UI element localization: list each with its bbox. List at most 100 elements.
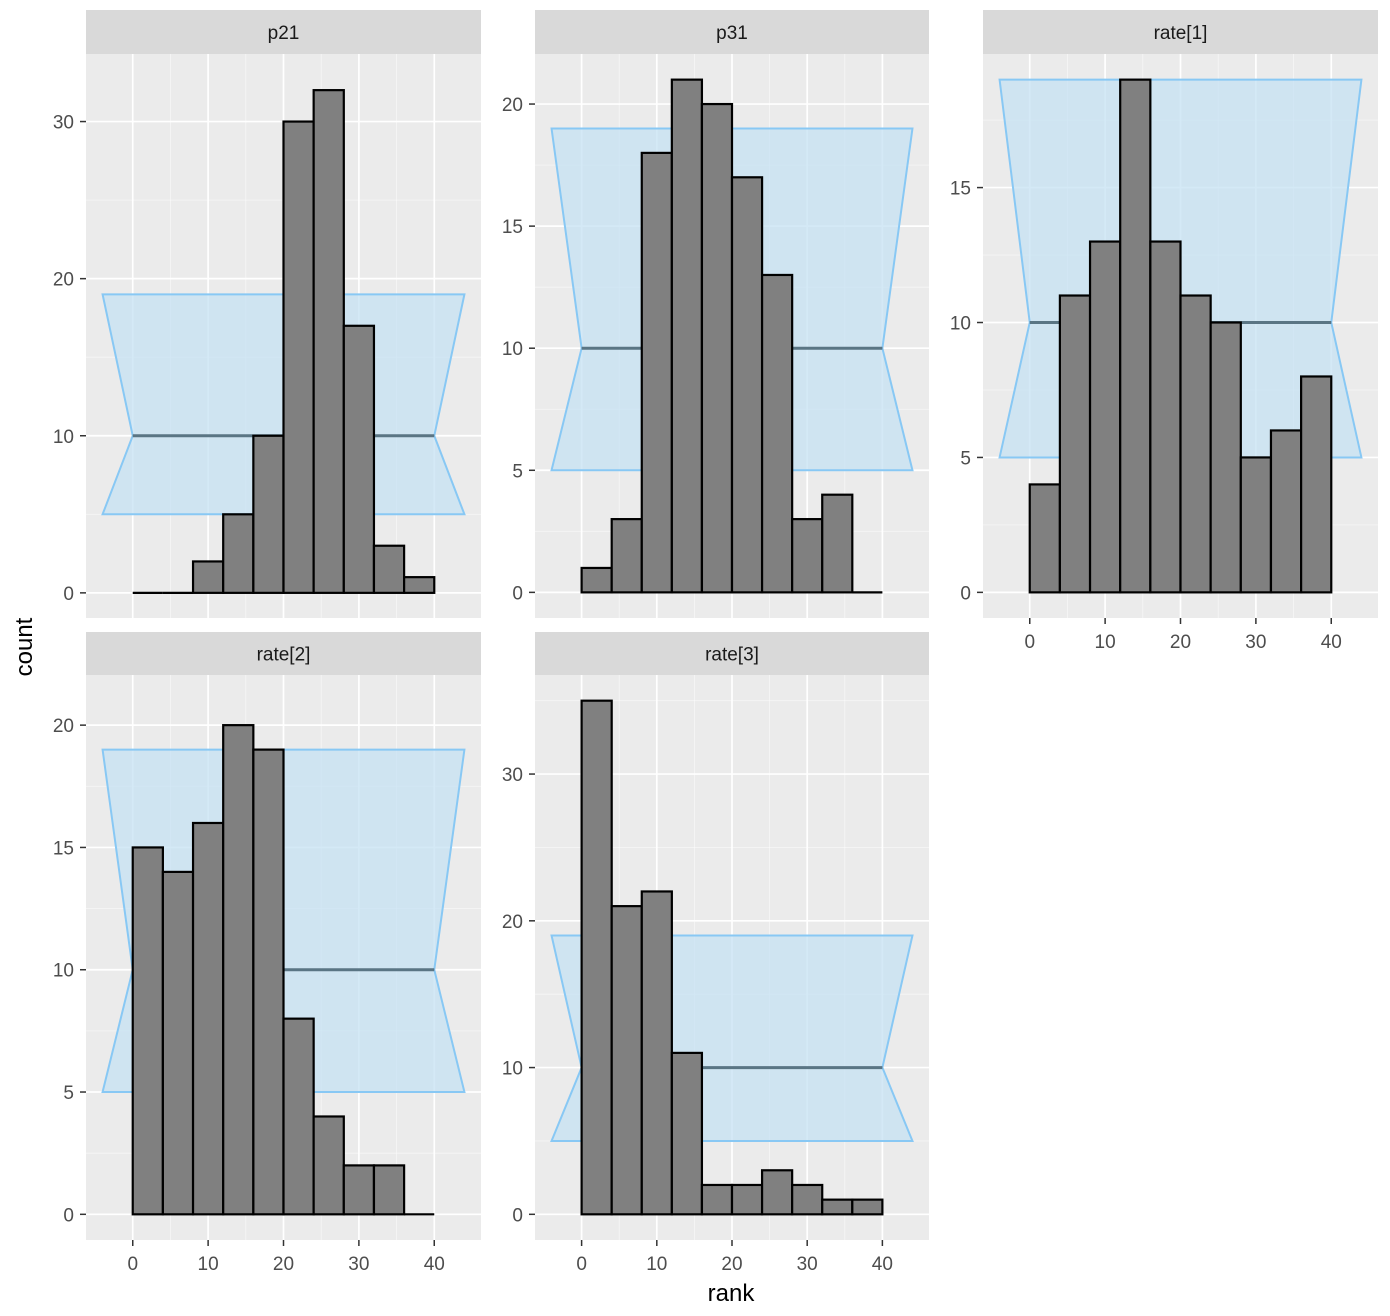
- x-tick-label: 0: [576, 1254, 587, 1275]
- y-tick-label: 5: [960, 448, 971, 469]
- facet-strip-label: rate[3]: [705, 645, 759, 666]
- histogram-bar: [700, 1183, 734, 1216]
- x-tick-label: 20: [721, 1254, 742, 1275]
- y-tick-label: 10: [502, 339, 523, 360]
- facet-strip-label: rate[2]: [257, 645, 311, 666]
- histogram-bar: [851, 1198, 884, 1216]
- x-tick-label: 40: [872, 1254, 893, 1275]
- histogram-bar: [1119, 78, 1152, 594]
- histogram-bar: [222, 724, 255, 1216]
- histogram-bar: [670, 78, 704, 594]
- y-tick-label: 20: [53, 270, 74, 291]
- facet-strip: [535, 10, 929, 54]
- histogram-bar: [312, 89, 345, 594]
- y-tick-label: 5: [63, 1083, 74, 1104]
- y-tick-label: 15: [950, 179, 971, 200]
- facet-strip: [983, 10, 1378, 54]
- y-tick-label: 20: [53, 716, 74, 737]
- x-tick-label: 0: [127, 1254, 138, 1275]
- y-tick-label: 0: [512, 583, 523, 604]
- histogram-bar: [760, 1169, 794, 1216]
- histogram-bar: [282, 1017, 315, 1216]
- facet-strip-label: p31: [716, 23, 748, 44]
- histogram-bar: [372, 544, 406, 594]
- histogram-bar: [342, 324, 376, 594]
- y-tick-label: 10: [502, 1059, 523, 1080]
- histogram-bar: [1058, 294, 1092, 594]
- x-tick-label: 0: [1024, 632, 1035, 653]
- x-tick-label: 40: [1321, 632, 1342, 653]
- histogram-bar: [372, 1164, 406, 1216]
- facet-panel-3: rate[1] 0 5 10 15 0 10 20 30 40: [950, 10, 1378, 653]
- histogram-bar: [760, 273, 794, 594]
- histogram-bar: [191, 560, 225, 594]
- histogram-bar: [252, 748, 285, 1216]
- histogram-bar: [403, 576, 436, 594]
- histogram-bar: [730, 1183, 764, 1216]
- y-tick-label: 0: [63, 584, 74, 605]
- y-tick-label: 30: [502, 765, 523, 786]
- histogram-bar: [640, 890, 673, 1216]
- histogram-bar: [312, 1115, 345, 1216]
- histogram-bar: [1239, 456, 1273, 594]
- facet-strip: [86, 10, 481, 54]
- histogram-bar: [1209, 321, 1242, 594]
- y-tick-label: 0: [512, 1205, 523, 1226]
- facet-strip-label: p21: [268, 23, 300, 44]
- histogram-bar: [580, 566, 613, 594]
- y-tick-label: 30: [53, 113, 74, 134]
- histogram-bar: [821, 1198, 854, 1216]
- histogram-bar: [191, 821, 225, 1216]
- facet-strip-label: rate[1]: [1154, 23, 1208, 44]
- x-tick-label: 10: [646, 1254, 667, 1275]
- y-tick-label: 20: [502, 912, 523, 933]
- x-tick-label: 20: [273, 1254, 294, 1275]
- x-tick-label: 20: [1170, 632, 1191, 653]
- histogram-bar: [222, 513, 255, 594]
- facet-strip: [86, 632, 481, 675]
- histogram-bar: [252, 434, 285, 594]
- y-tick-label: 0: [63, 1205, 74, 1226]
- histogram-bar: [791, 518, 824, 594]
- facet-panel-1: p21 0 10 20 30: [53, 10, 481, 618]
- y-tick-label: 15: [53, 838, 74, 859]
- x-tick-label: 10: [1095, 632, 1116, 653]
- y-tick-label: 20: [502, 95, 523, 116]
- facet-strip: [535, 632, 929, 675]
- histogram-bar: [1088, 240, 1122, 594]
- y-tick-label: 5: [512, 461, 523, 482]
- x-tick-label: 30: [797, 1254, 818, 1275]
- y-tick-label: 10: [53, 961, 74, 982]
- histogram-bar: [1149, 240, 1182, 594]
- histogram-bar: [821, 493, 854, 594]
- x-axis-title: rank: [708, 1280, 756, 1307]
- x-tick-label: 30: [348, 1254, 369, 1275]
- y-tick-label: 10: [950, 314, 971, 335]
- x-tick-label: 30: [1245, 632, 1266, 653]
- y-axis-title: count: [11, 617, 38, 676]
- histogram-bar: [1179, 294, 1212, 594]
- x-tick-label: 40: [424, 1254, 445, 1275]
- y-tick-label: 0: [960, 583, 971, 604]
- histogram-bar: [700, 102, 734, 594]
- x-tick-label: 10: [198, 1254, 219, 1275]
- histogram-bar: [730, 176, 764, 594]
- facet-panel-5: rate[3] 0 10 20 30 0 10 20 30 40: [502, 632, 929, 1275]
- histogram-bar: [1028, 483, 1061, 594]
- facet-panels: p21 0 10 20 30 p31 0 5 10 15 20 rate[1] 0 5 10 15 0 10 20 3…: [53, 10, 1378, 1275]
- histogram-bar: [1300, 375, 1333, 594]
- facet-panel-4: rate[2] 0 5 10 15 20 0 10 20 30 40: [53, 632, 481, 1275]
- histogram-bar: [131, 846, 164, 1216]
- histogram-bar: [610, 905, 643, 1216]
- histogram-bar: [161, 870, 195, 1216]
- facet-panel-2: p31 0 5 10 15 20: [502, 10, 929, 618]
- histogram-bar: [1269, 429, 1303, 594]
- histogram-bar: [342, 1164, 376, 1216]
- y-tick-label: 15: [502, 217, 523, 238]
- histogram-bar: [640, 151, 673, 594]
- histogram-bar: [791, 1183, 824, 1216]
- y-tick-label: 10: [53, 427, 74, 448]
- histogram-bar: [282, 120, 315, 594]
- histogram-bar: [670, 1051, 704, 1216]
